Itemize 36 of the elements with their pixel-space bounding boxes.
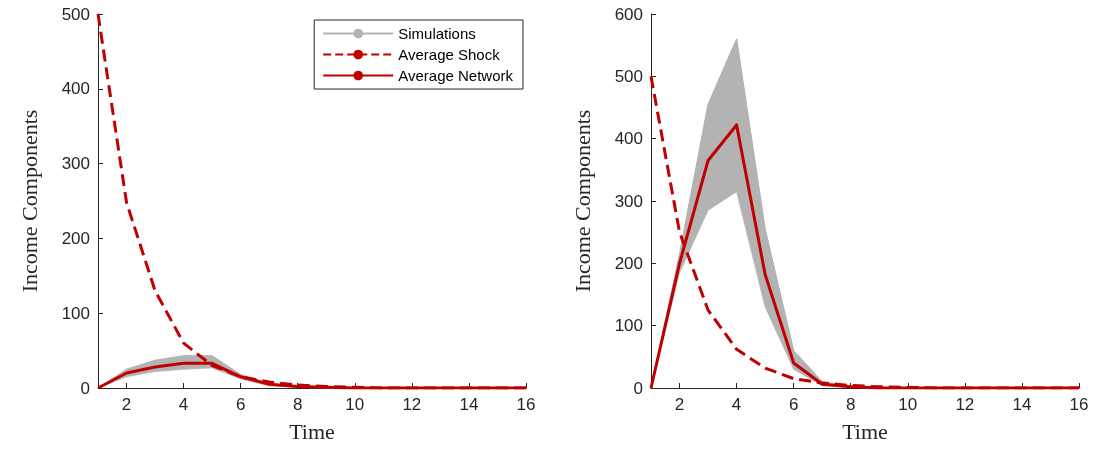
y-tick-label: 500 [614,66,643,86]
y-tick-label: 300 [61,154,90,174]
x-tick-label: 4 [178,395,189,414]
x-tick-label: 12 [402,395,422,414]
x-tick-label: 16 [516,395,536,414]
x-tick-label: 2 [121,395,132,414]
x-tick-label: 10 [345,395,365,414]
y-axis-title: Income Components [569,109,595,293]
x-tick-label: 14 [459,395,479,414]
legend-label: Average Network [398,67,514,84]
x-axis-title: Time [842,418,888,444]
y-tick-label: 500 [61,4,90,24]
y-axis-title: Income Components [16,109,42,293]
x-axis-title: Time [289,418,335,444]
y-tick-label: 400 [61,79,90,99]
y-tick-label: 0 [80,378,90,398]
x-tick-label: 8 [846,395,856,414]
x-tick-label: 4 [731,395,742,414]
y-tick-label: 0 [633,378,643,398]
y-tick-label: 200 [61,228,90,248]
y-tick-label: 400 [614,129,643,149]
x-tick-label: 10 [898,395,918,414]
x-tick-label: 8 [293,395,303,414]
legend-label: Average Shock [398,46,501,63]
y-tick-label: 300 [614,191,643,211]
y-tick-label: 100 [61,303,90,323]
y-tick-label: 600 [614,4,643,24]
x-tick-label: 16 [1069,395,1089,414]
x-tick-label: 2 [674,395,685,414]
x-tick-label: 12 [955,395,975,414]
x-tick-label: 6 [235,395,246,414]
legend-label: Simulations [398,25,476,42]
y-tick-label: 100 [614,316,643,336]
x-tick-label: 14 [1012,395,1032,414]
y-tick-label: 200 [614,253,643,273]
x-tick-label: 6 [788,395,799,414]
